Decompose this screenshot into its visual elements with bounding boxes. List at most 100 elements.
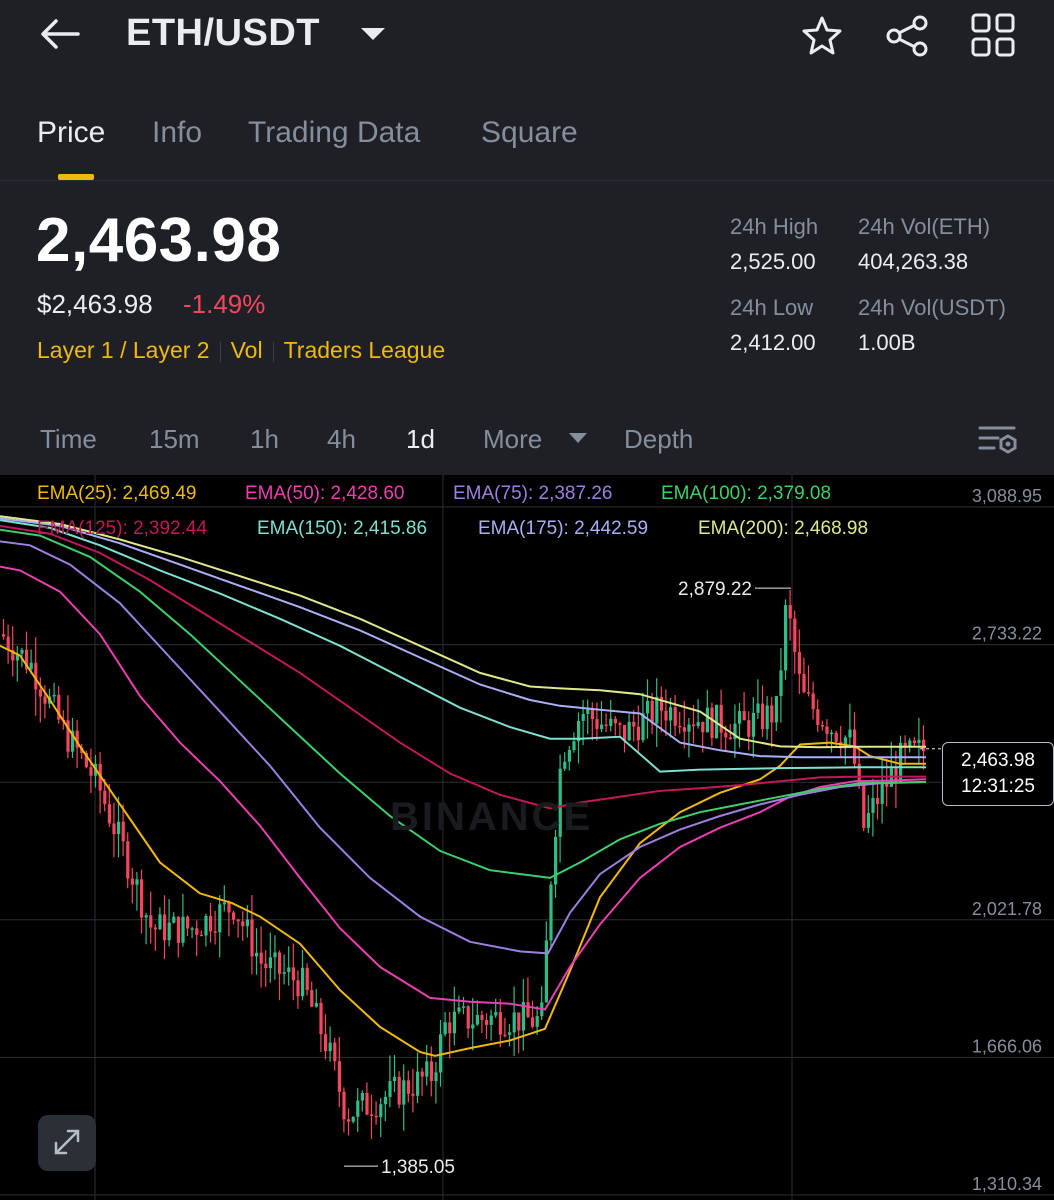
tag-divider [272,341,274,362]
candle-body-down [397,1076,401,1105]
candle-body-down [650,700,654,724]
candle-body-up [848,729,852,738]
candle-body-up [581,713,585,722]
candle-body-up [475,1014,479,1025]
candle-body-down [411,1093,415,1096]
candle-body-down [264,963,268,969]
candle-body-up [843,737,847,749]
low-marker-label: 1,385.05 [381,1157,455,1178]
candle-body-down [595,719,599,730]
interval-15m[interactable]: 15m [149,424,200,454]
pair-title[interactable]: ETH/USDT [126,12,320,54]
candle-body-down [623,724,627,741]
candle-body-down [498,1012,502,1035]
candle-body-down [816,709,820,726]
candle-body-up [696,721,700,727]
candle-body-up [356,1100,360,1117]
interval-depth[interactable]: Depth [624,424,694,454]
candle-body-up [158,914,162,930]
tab-trading-data[interactable]: Trading Data [248,116,421,149]
candle-body-up [273,952,277,958]
high-marker-label: 2,879.22 [678,579,752,600]
candle-body-down [825,726,829,734]
candle-body-down [788,605,792,619]
tag-divider [219,341,221,362]
tab-info[interactable]: Info [152,116,203,149]
expand-button[interactable] [38,1115,96,1171]
candle-body-up [655,696,659,724]
vol-usdt-label: 24h Vol(USDT) [858,295,1006,320]
candle-body-down [241,921,245,927]
candle-body-down [503,1034,507,1037]
interval-1d[interactable]: 1d [406,424,435,454]
candle-body-down [199,934,203,937]
ema-line-ema150 [0,519,926,773]
tag-traders-league[interactable]: Traders League [283,337,446,363]
candle-body-down [209,915,213,932]
candle-body-down [43,696,47,704]
candle-body-up [669,707,673,721]
interval-1h[interactable]: 1h [250,424,279,454]
candle-body-down [894,768,898,782]
more-caret-icon[interactable] [568,432,588,444]
tag-vol[interactable]: Vol [230,337,263,363]
grid-icon[interactable] [970,12,1016,58]
candle-body-up [558,768,562,837]
candle-body-up [172,916,176,923]
candle-body-down [259,952,263,964]
candle-body-up [379,1104,383,1118]
candle-body-up [52,694,56,697]
caret-down-icon[interactable] [360,26,386,42]
candle-body-down [876,798,880,804]
interval-more[interactable]: More [483,424,543,454]
candle-body-down [75,730,79,748]
candle-body-up [351,1116,355,1122]
candle-body-up [646,700,650,714]
candle-body-up [572,741,576,750]
candle-body-down [466,1006,470,1029]
candle-body-up [627,721,631,741]
chart-settings-icon[interactable] [978,422,1018,458]
candle-body-down [370,1114,374,1117]
tag-layer[interactable]: Layer 1 / Layer 2 [37,337,210,363]
tag-list: Layer 1 / Layer 2 Vol Traders League [37,337,445,364]
candle-body-up [204,915,208,936]
candle-body-down [213,931,217,933]
candle-body-up [733,723,737,740]
candle-body-down [84,753,88,768]
candle-body-down [6,636,10,650]
candle-body-up [521,1002,525,1031]
candle-body-down [305,967,309,991]
candle-body-down [66,720,70,752]
candle-body-down [797,651,801,674]
candle-body-down [526,1002,530,1018]
candle-body-up [609,718,613,727]
candle-body-up [586,709,590,714]
candle-body-down [324,1034,328,1052]
candle-body-down [149,915,153,928]
price-chart[interactable]: 3,088.952,733.222,377.502,021.781,666.06… [0,475,1054,1200]
candle-body-up [360,1092,364,1101]
back-arrow-icon[interactable] [38,16,82,52]
tab-square[interactable]: Square [481,116,578,149]
candle-body-down [34,662,38,690]
candle-body-down [742,711,746,721]
star-icon[interactable] [800,14,844,58]
candle-body-down [682,727,686,732]
share-icon[interactable] [884,14,930,58]
last-price: 2,463.98 [36,206,282,275]
ema-legend-ema150: EMA(150): 2,415.86 [257,518,428,539]
candle-body-up [416,1071,420,1096]
candle-body-up [641,713,645,741]
interval-time[interactable]: Time [40,424,97,454]
interval-4h[interactable]: 4h [327,424,356,454]
low-value: 2,412.00 [730,330,816,355]
candle-body-up [452,1011,456,1034]
candle-body-up [268,957,272,969]
candle-body-up [554,836,558,885]
tab-price[interactable]: Price [37,116,106,149]
candle-body-down [365,1092,369,1115]
current-price-tag[interactable]: 2,463.98 12:31:25 [942,742,1054,806]
candle-body-down [112,823,116,835]
candle-body-down [176,916,180,943]
